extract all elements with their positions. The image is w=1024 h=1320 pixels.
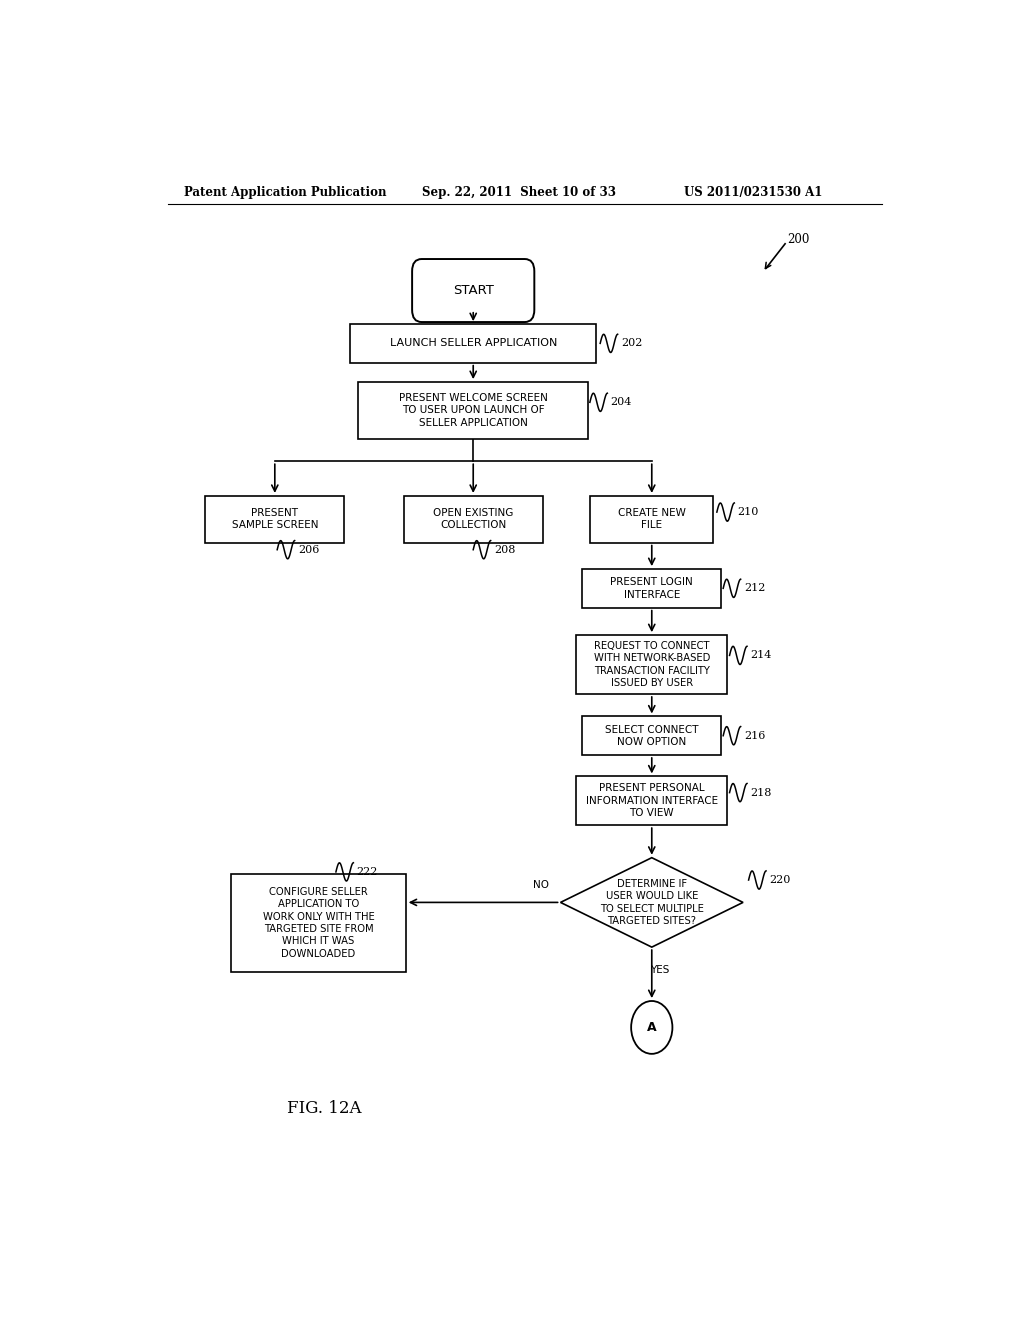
Text: US 2011/0231530 A1: US 2011/0231530 A1	[684, 186, 822, 199]
Text: PRESENT LOGIN
INTERFACE: PRESENT LOGIN INTERFACE	[610, 577, 693, 599]
Text: CREATE NEW
FILE: CREATE NEW FILE	[617, 508, 686, 531]
FancyBboxPatch shape	[577, 776, 727, 825]
Text: 212: 212	[743, 583, 765, 593]
FancyBboxPatch shape	[412, 259, 535, 322]
Text: PRESENT
SAMPLE SCREEN: PRESENT SAMPLE SCREEN	[231, 508, 318, 531]
Text: 204: 204	[610, 397, 632, 408]
Text: FIG. 12A: FIG. 12A	[287, 1101, 361, 1117]
FancyBboxPatch shape	[403, 496, 543, 543]
Text: SELECT CONNECT
NOW OPTION: SELECT CONNECT NOW OPTION	[605, 725, 698, 747]
Text: 222: 222	[356, 867, 378, 876]
Text: 214: 214	[751, 651, 771, 660]
Text: REQUEST TO CONNECT
WITH NETWORK-BASED
TRANSACTION FACILITY
ISSUED BY USER: REQUEST TO CONNECT WITH NETWORK-BASED TR…	[594, 642, 710, 688]
FancyBboxPatch shape	[590, 496, 714, 543]
Text: PRESENT WELCOME SCREEN
TO USER UPON LAUNCH OF
SELLER APPLICATION: PRESENT WELCOME SCREEN TO USER UPON LAUN…	[398, 393, 548, 428]
Text: 208: 208	[494, 545, 515, 554]
Text: OPEN EXISTING
COLLECTION: OPEN EXISTING COLLECTION	[433, 508, 513, 531]
Text: NO: NO	[532, 880, 549, 890]
Circle shape	[631, 1001, 673, 1053]
Text: PRESENT PERSONAL
INFORMATION INTERFACE
TO VIEW: PRESENT PERSONAL INFORMATION INTERFACE T…	[586, 783, 718, 818]
Text: YES: YES	[650, 965, 670, 975]
Text: 220: 220	[769, 875, 791, 884]
FancyBboxPatch shape	[231, 874, 406, 972]
Text: 218: 218	[751, 788, 771, 797]
Text: DETERMINE IF
USER WOULD LIKE
TO SELECT MULTIPLE
TARGETED SITES?: DETERMINE IF USER WOULD LIKE TO SELECT M…	[600, 879, 703, 927]
Text: CONFIGURE SELLER
APPLICATION TO
WORK ONLY WITH THE
TARGETED SITE FROM
WHICH IT W: CONFIGURE SELLER APPLICATION TO WORK ONL…	[262, 887, 375, 958]
FancyBboxPatch shape	[577, 635, 727, 694]
Text: 200: 200	[786, 234, 809, 247]
Text: 202: 202	[621, 338, 642, 348]
Text: 206: 206	[298, 545, 319, 554]
FancyBboxPatch shape	[583, 569, 721, 607]
Text: A: A	[647, 1020, 656, 1034]
Text: 216: 216	[743, 731, 765, 741]
Text: START: START	[453, 284, 494, 297]
Text: Patent Application Publication: Patent Application Publication	[183, 186, 386, 199]
Text: Sep. 22, 2011  Sheet 10 of 33: Sep. 22, 2011 Sheet 10 of 33	[422, 186, 615, 199]
Text: 210: 210	[737, 507, 759, 517]
Polygon shape	[560, 858, 743, 948]
FancyBboxPatch shape	[350, 325, 596, 363]
FancyBboxPatch shape	[583, 717, 721, 755]
Text: LAUNCH SELLER APPLICATION: LAUNCH SELLER APPLICATION	[389, 338, 557, 348]
FancyBboxPatch shape	[206, 496, 344, 543]
FancyBboxPatch shape	[358, 381, 588, 440]
